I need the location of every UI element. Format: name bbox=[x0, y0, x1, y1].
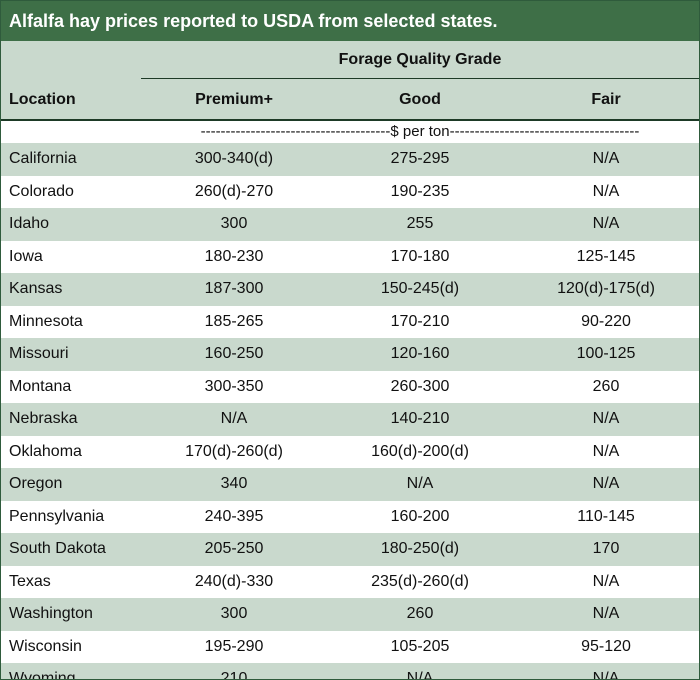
location-cell: Idaho bbox=[9, 215, 50, 233]
table-row: Pennsylvania 240-395 160-200 110-145 bbox=[1, 500, 699, 533]
location-cell: California bbox=[9, 150, 77, 168]
good-cell: 260 bbox=[406, 605, 434, 623]
premium-cell: 180-230 bbox=[204, 247, 264, 265]
location-cell: Iowa bbox=[9, 247, 43, 265]
location-cell: Kansas bbox=[9, 280, 63, 298]
fair-cell: 170 bbox=[592, 540, 620, 558]
location-cell: Missouri bbox=[9, 345, 69, 363]
table-row: Washington 300 260 N/A bbox=[1, 598, 699, 631]
units-label: --------------------------------------$ … bbox=[1, 121, 699, 143]
premium-cell: 210 bbox=[220, 670, 248, 680]
fair-cell: N/A bbox=[592, 475, 620, 493]
premium-cell: 340 bbox=[220, 475, 248, 493]
good-cell: 260-300 bbox=[390, 377, 450, 395]
good-cell: 140-210 bbox=[390, 410, 450, 428]
location-cell: Texas bbox=[9, 572, 51, 590]
premium-cell: 185-265 bbox=[204, 312, 264, 330]
table-title: Alfalfa hay prices reported to USDA from… bbox=[1, 1, 699, 41]
table-row: Montana 300-350 260-300 260 bbox=[1, 370, 699, 403]
good-cell: 105-205 bbox=[390, 637, 450, 655]
location-cell: Oregon bbox=[9, 475, 63, 493]
good-cell: 190-235 bbox=[390, 182, 450, 200]
fair-cell: N/A bbox=[592, 182, 620, 200]
fair-cell: N/A bbox=[592, 572, 620, 590]
premium-cell: 205-250 bbox=[204, 540, 264, 558]
good-cell: 170-210 bbox=[390, 312, 450, 330]
header-bottom-rule bbox=[1, 119, 699, 121]
premium-cell: 240(d)-330 bbox=[194, 572, 274, 590]
table-header: Forage Quality Grade Location Premium+ G… bbox=[1, 41, 699, 119]
premium-cell: 170(d)-260(d) bbox=[185, 442, 283, 460]
table-row: Oklahoma 170(d)-260(d) 160(d)-200(d) N/A bbox=[1, 435, 699, 468]
premium-cell: 300-340(d) bbox=[194, 150, 274, 168]
fair-cell: 120(d)-175(d) bbox=[557, 280, 655, 298]
fair-cell: N/A bbox=[592, 215, 620, 233]
good-cell: 170-180 bbox=[390, 247, 450, 265]
table-row: Colorado 260(d)-270 190-235 N/A bbox=[1, 175, 699, 208]
column-header-location: Location bbox=[9, 91, 76, 108]
fair-cell: N/A bbox=[592, 670, 620, 680]
good-cell: 120-160 bbox=[390, 345, 450, 363]
table-row: Missouri 160-250 120-160 100-125 bbox=[1, 338, 699, 371]
location-cell: Pennsylvania bbox=[9, 507, 105, 525]
premium-cell: 240-395 bbox=[204, 507, 264, 525]
fair-cell: 100-125 bbox=[576, 345, 636, 363]
fair-cell: N/A bbox=[592, 442, 620, 460]
location-cell: Minnesota bbox=[9, 312, 83, 330]
good-cell: N/A bbox=[406, 670, 434, 680]
premium-cell: 300 bbox=[220, 605, 248, 623]
table-row: Idaho 300 255 N/A bbox=[1, 208, 699, 241]
location-cell: Colorado bbox=[9, 182, 74, 200]
table-row: Texas 240(d)-330 235(d)-260(d) N/A bbox=[1, 565, 699, 598]
good-cell: 160(d)-200(d) bbox=[371, 442, 469, 460]
fair-cell: 90-220 bbox=[581, 312, 631, 330]
forage-quality-grade-label: Forage Quality Grade bbox=[338, 51, 502, 68]
table-row: Oregon 340 N/A N/A bbox=[1, 468, 699, 501]
header-divider bbox=[141, 78, 699, 79]
table-row: Kansas 187-300 150-245(d) 120(d)-175(d) bbox=[1, 273, 699, 306]
location-cell: Washington bbox=[9, 605, 93, 623]
fair-cell: 110-145 bbox=[577, 507, 635, 525]
good-cell: 235(d)-260(d) bbox=[371, 572, 469, 590]
location-cell: Oklahoma bbox=[9, 442, 82, 460]
fair-cell: 95-120 bbox=[581, 637, 631, 655]
table-row: Wisconsin 195-290 105-205 95-120 bbox=[1, 630, 699, 663]
fair-cell: N/A bbox=[592, 605, 620, 623]
fair-cell: N/A bbox=[592, 410, 620, 428]
premium-cell: 195-290 bbox=[204, 637, 264, 655]
good-cell: 160-200 bbox=[390, 507, 450, 525]
location-cell: South Dakota bbox=[9, 540, 106, 558]
column-header-premium: Premium+ bbox=[195, 91, 273, 108]
premium-cell: N/A bbox=[220, 410, 248, 428]
good-cell: N/A bbox=[406, 475, 434, 493]
table-row: South Dakota 205-250 180-250(d) 170 bbox=[1, 533, 699, 566]
premium-cell: 300 bbox=[220, 215, 248, 233]
location-cell: Nebraska bbox=[9, 410, 78, 428]
good-cell: 275-295 bbox=[390, 150, 450, 168]
table-row: California 300-340(d) 275-295 N/A bbox=[1, 143, 699, 176]
table-row: Nebraska N/A 140-210 N/A bbox=[1, 403, 699, 436]
premium-cell: 300-350 bbox=[204, 377, 264, 395]
good-cell: 255 bbox=[406, 215, 434, 233]
premium-cell: 160-250 bbox=[204, 345, 264, 363]
premium-cell: 187-300 bbox=[204, 280, 264, 298]
fair-cell: 125-145 bbox=[576, 247, 636, 265]
column-header-good: Good bbox=[399, 91, 441, 108]
good-cell: 180-250(d) bbox=[380, 540, 460, 558]
table-body: California 300-340(d) 275-295 N/A Colorado 26… bbox=[1, 143, 699, 680]
fair-cell: N/A bbox=[592, 150, 620, 168]
location-cell: Wisconsin bbox=[9, 637, 82, 655]
table-row: Iowa 180-230 170-180 125-145 bbox=[1, 240, 699, 273]
good-cell: 150-245(d) bbox=[380, 280, 460, 298]
table-row: Minnesota 185-265 170-210 90-220 bbox=[1, 305, 699, 338]
location-cell: Montana bbox=[9, 377, 72, 395]
fair-cell: 260 bbox=[592, 377, 620, 395]
table-row: Wyoming 210 N/A N/A bbox=[1, 663, 699, 680]
column-header-fair: Fair bbox=[591, 91, 621, 108]
location-cell: Wyoming bbox=[9, 670, 76, 680]
premium-cell: 260(d)-270 bbox=[194, 182, 274, 200]
